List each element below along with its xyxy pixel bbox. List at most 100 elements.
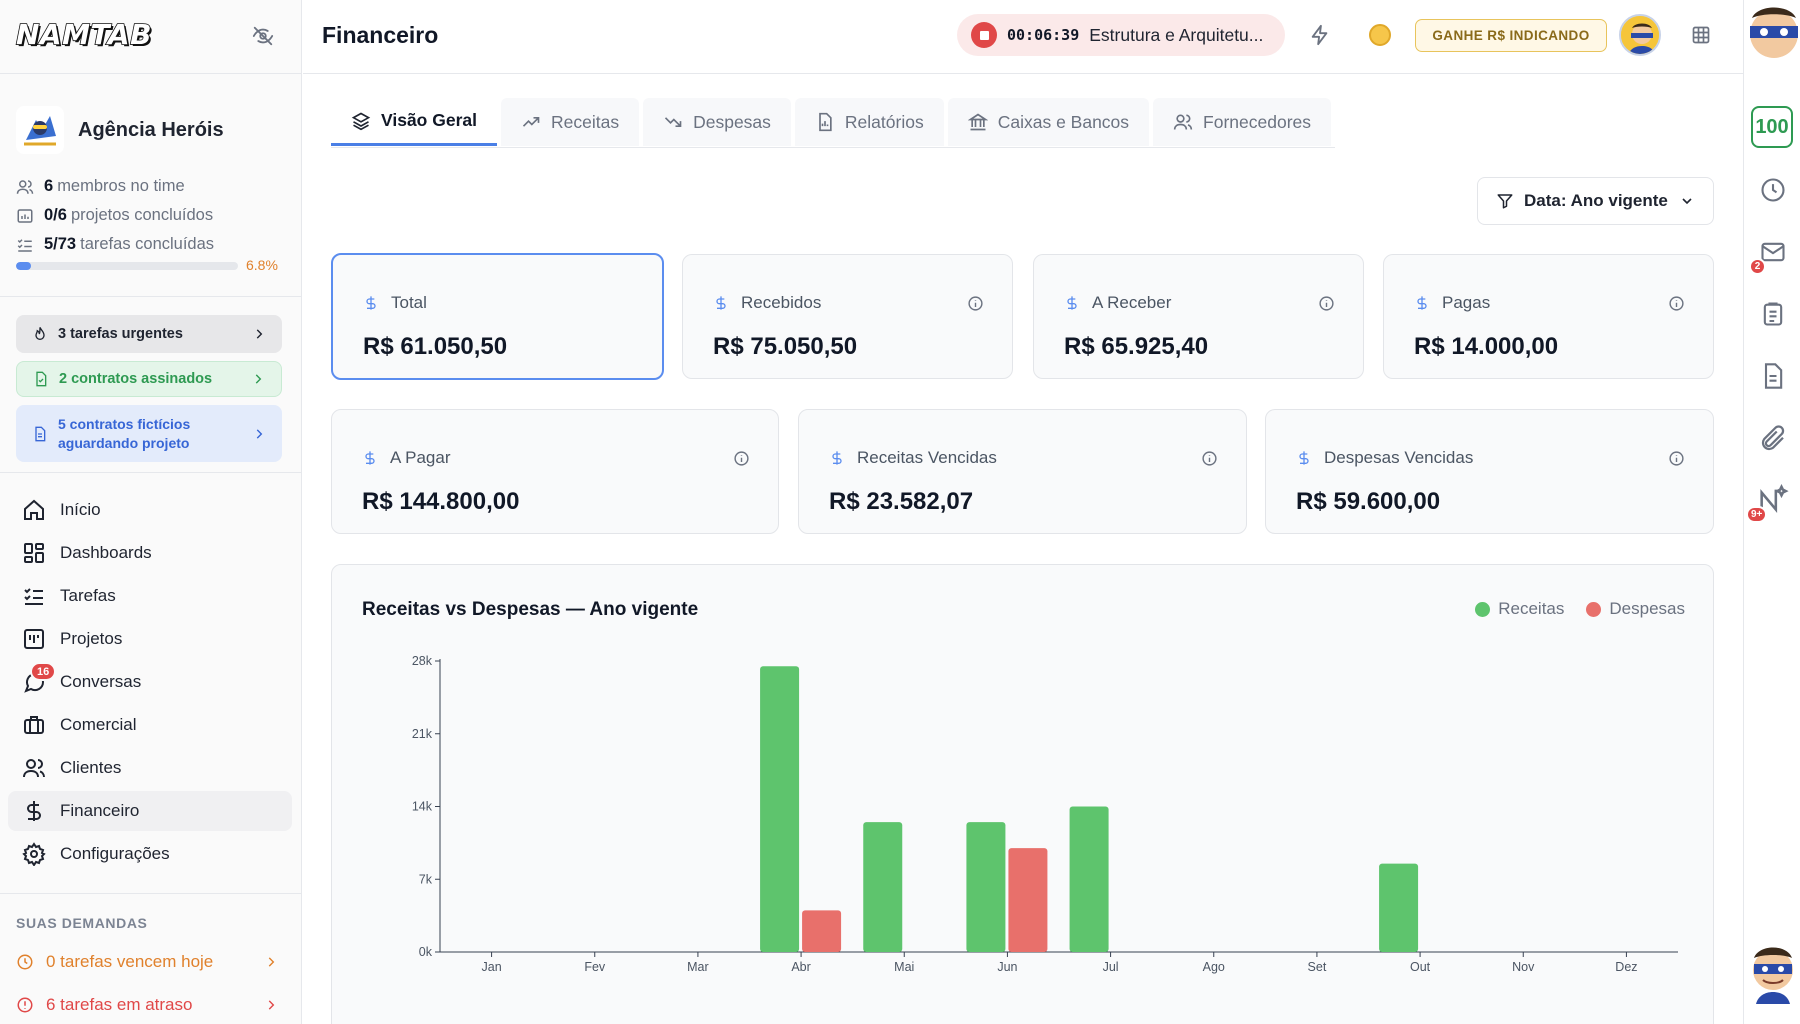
- nav-item-dashboards[interactable]: Dashboards: [8, 533, 292, 573]
- chevron-right-icon: [264, 955, 278, 969]
- nav-label: Projetos: [60, 629, 123, 648]
- bar-receitas-jul: [1069, 806, 1109, 952]
- nav-item-projetos[interactable]: Projetos: [8, 619, 292, 659]
- fictitious-contracts-label: 5 contratos fictícios aguardando projeto: [58, 416, 191, 451]
- mascot-avatar[interactable]: [1744, 0, 1800, 70]
- nav-item-comercial[interactable]: Comercial: [8, 705, 292, 745]
- info-icon[interactable]: [1201, 450, 1218, 467]
- assistant-avatar[interactable]: [1744, 940, 1800, 1004]
- tab-relatorios[interactable]: Relatórios: [794, 98, 944, 146]
- dollar-icon: [362, 449, 378, 467]
- card-label: Recebidos: [741, 293, 822, 312]
- date-filter-dropdown[interactable]: Data: Ano vigente: [1477, 177, 1714, 225]
- tab-receitas[interactable]: Receitas: [501, 98, 640, 146]
- fictitious-contracts-alert[interactable]: 5 contratos fictícios aguardando projeto: [16, 405, 282, 462]
- users-icon: [22, 756, 46, 780]
- card-value: R$ 59.600,00: [1296, 488, 1441, 515]
- coin-icon[interactable]: [1369, 24, 1391, 46]
- tab-caixas-bancos[interactable]: Caixas e Bancos: [947, 98, 1150, 146]
- dollar-icon: [713, 294, 729, 312]
- signed-contracts-alert[interactable]: 2 contratos assinados: [16, 361, 282, 397]
- document-icon[interactable]: [1744, 362, 1800, 390]
- nav-item-clientes[interactable]: Clientes: [8, 748, 292, 788]
- demands-title: SUAS DEMANDAS: [16, 915, 148, 931]
- legend-item-despesas[interactable]: Despesas: [1586, 599, 1685, 619]
- app-logo[interactable]: NAMTAB: [15, 17, 152, 52]
- referral-button[interactable]: GANHE R$ INDICANDO: [1415, 19, 1607, 52]
- nav-label: Dashboards: [60, 543, 152, 562]
- nav-label: Clientes: [60, 758, 122, 777]
- legend-label: Despesas: [1609, 599, 1685, 618]
- legend-dot: [1586, 601, 1602, 617]
- card-recebidos[interactable]: Recebidos R$ 75.050,50: [682, 254, 1013, 379]
- score-badge[interactable]: 100: [1751, 106, 1793, 148]
- chevron-down-icon: [1679, 193, 1695, 209]
- tab-label: Receitas: [551, 111, 620, 132]
- mail-icon[interactable]: [1744, 238, 1800, 266]
- chart-legend: Receitas Despesas: [1475, 599, 1685, 619]
- file-text-icon: [32, 426, 48, 442]
- notifications-icon[interactable]: [1744, 484, 1800, 518]
- demand-label: 0 tarefas vencem hoje: [46, 952, 214, 971]
- info-icon[interactable]: [967, 295, 984, 312]
- card-label: Despesas Vencidas: [1324, 448, 1474, 467]
- nav-item-tarefas[interactable]: Tarefas: [8, 576, 292, 616]
- nav-item-conversas[interactable]: 16 Conversas: [8, 662, 292, 702]
- x-tick-label: Jul: [1103, 960, 1119, 974]
- nav-item-financeiro[interactable]: Financeiro: [8, 791, 292, 831]
- card-pagas[interactable]: Pagas R$ 14.000,00: [1383, 254, 1714, 379]
- signed-contracts-label: 2 contratos assinados: [59, 371, 213, 387]
- card-a-pagar[interactable]: A Pagar R$ 144.800,00: [331, 409, 779, 534]
- gear-icon: [22, 842, 46, 866]
- legend-dot: [1475, 601, 1491, 617]
- card-value: R$ 23.582,07: [829, 488, 974, 515]
- timer-time: 00:06:39: [1007, 26, 1080, 44]
- card-a-receber[interactable]: A Receber R$ 65.925,40: [1033, 254, 1364, 379]
- stat-projects-value: 0/6: [44, 206, 67, 224]
- info-icon[interactable]: [1668, 450, 1685, 467]
- filter-icon: [1496, 192, 1514, 210]
- card-receitas-vencidas[interactable]: Receitas Vencidas R$ 23.582,07: [798, 409, 1247, 534]
- tab-fornecedores[interactable]: Fornecedores: [1153, 98, 1332, 146]
- y-tick-label: 14k: [412, 800, 433, 814]
- info-icon[interactable]: [1318, 295, 1335, 312]
- card-label: A Receber: [1092, 293, 1172, 312]
- legend-item-receitas[interactable]: Receitas: [1475, 599, 1564, 619]
- paperclip-icon[interactable]: [1744, 424, 1800, 454]
- nav-item-configuracoes[interactable]: Configurações: [8, 834, 292, 874]
- urgent-tasks-alert[interactable]: 3 tarefas urgentes: [16, 315, 282, 353]
- info-icon[interactable]: [1668, 295, 1685, 312]
- apps-grid-icon[interactable]: [1691, 25, 1711, 45]
- mail-badge: 2: [1749, 258, 1766, 275]
- user-avatar[interactable]: [1619, 14, 1661, 56]
- tab-visao-geral[interactable]: Visão Geral: [331, 98, 497, 146]
- agency-header[interactable]: Agência Heróis: [16, 106, 224, 154]
- dashboard-icon: [22, 541, 46, 565]
- x-tick-label: Fev: [584, 960, 606, 974]
- clipboard-icon[interactable]: [1744, 300, 1800, 328]
- layers-icon: [351, 111, 371, 131]
- task-timer[interactable]: 00:06:39 Estrutura e Arquitetu...: [957, 14, 1285, 56]
- eye-off-icon[interactable]: [252, 25, 274, 47]
- card-despesas-vencidas[interactable]: Despesas Vencidas R$ 59.600,00: [1265, 409, 1714, 534]
- alert-circle-icon: [16, 996, 34, 1014]
- x-tick-label: Nov: [1512, 960, 1535, 974]
- tab-despesas[interactable]: Despesas: [643, 98, 791, 146]
- clock-icon[interactable]: [1744, 176, 1800, 204]
- card-value: R$ 65.925,40: [1064, 333, 1209, 360]
- card-total[interactable]: Total R$ 61.050,50: [331, 253, 664, 380]
- bolt-icon[interactable]: [1309, 24, 1331, 46]
- bank-icon: [967, 112, 988, 132]
- demand-overdue[interactable]: 6 tarefas em atraso: [16, 995, 278, 1015]
- stop-timer-icon[interactable]: [971, 22, 997, 48]
- nav-label: Comercial: [60, 715, 137, 734]
- info-icon[interactable]: [733, 450, 750, 467]
- y-tick-label: 7k: [419, 872, 433, 886]
- bar-receitas-abr: [760, 666, 800, 952]
- tab-label: Caixas e Bancos: [997, 111, 1130, 132]
- stat-tasks: 5/73 tarefas concluídas: [16, 230, 214, 259]
- demand-due-today[interactable]: 0 tarefas vencem hoje: [16, 952, 278, 972]
- nav-item-inicio[interactable]: Início: [8, 490, 292, 530]
- flame-icon: [32, 326, 48, 342]
- tab-label: Visão Geral: [381, 110, 477, 130]
